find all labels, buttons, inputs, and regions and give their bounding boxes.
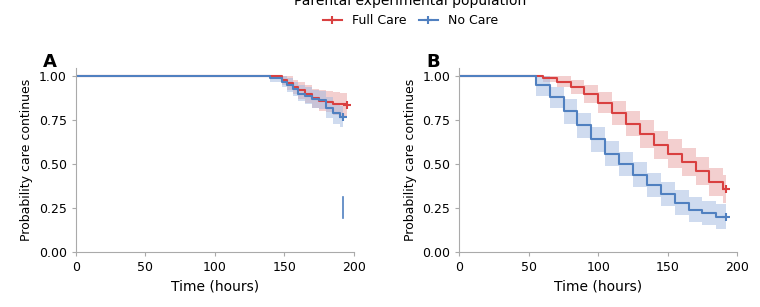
Text: B: B (426, 53, 440, 71)
Text: A: A (43, 53, 56, 71)
Y-axis label: Probability care continues: Probability care continues (404, 79, 416, 241)
X-axis label: Time (hours): Time (hours) (554, 279, 642, 293)
X-axis label: Time (hours): Time (hours) (171, 279, 259, 293)
Legend: Full Care, No Care: Full Care, No Care (318, 9, 502, 32)
Y-axis label: Probability care continues: Probability care continues (21, 79, 33, 241)
Text: Parental experimental population: Parental experimental population (294, 0, 527, 8)
